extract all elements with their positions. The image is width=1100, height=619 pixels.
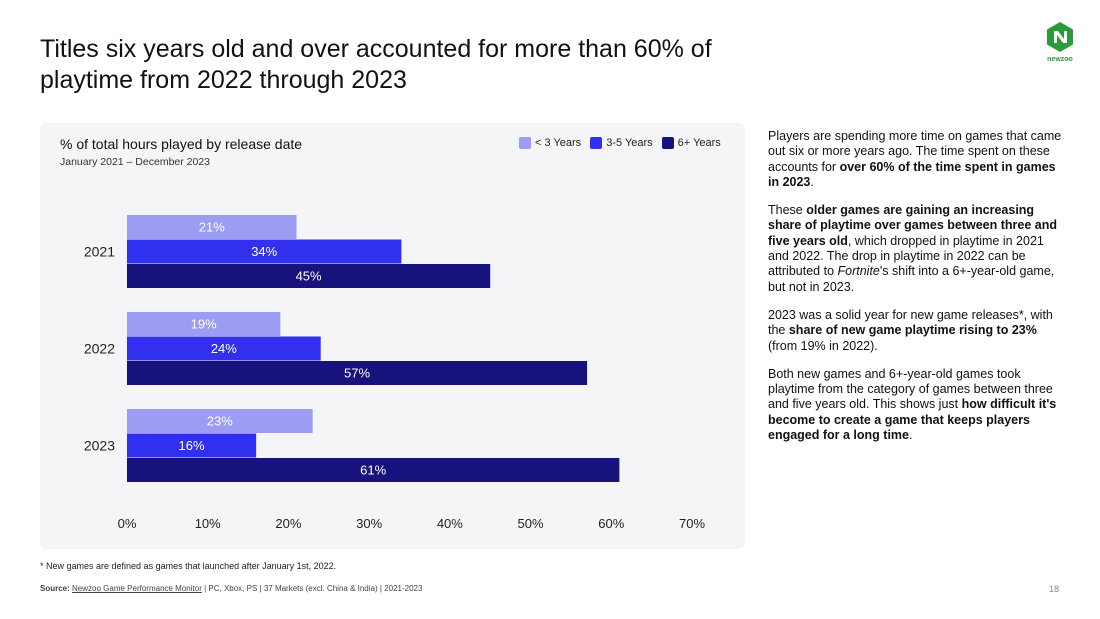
x-tick-label: 70% <box>679 516 705 531</box>
page-title: Titles six years old and over accounted … <box>40 35 712 94</box>
bar-2021-3-5 <box>127 239 402 264</box>
bar-label-2023-6plus: 61% <box>360 463 386 478</box>
category-label-2021: 2021 <box>84 244 115 260</box>
bar-label-2021-lt3: 21% <box>199 220 225 235</box>
category-label-2022: 2022 <box>84 341 115 357</box>
bar-chart: 21% 34% 45% 2021 19% 24% 57% 2022 23%16% 61% 2023 0… <box>84 215 705 531</box>
bar-label-2021-6plus: 45% <box>296 269 322 284</box>
legend-swatch-lt3 <box>519 137 531 149</box>
newzoo-logo: newzoo <box>1047 22 1073 63</box>
legend-item-3-5: 3-5 Years <box>590 137 653 149</box>
footnote: * New games are defined as games that la… <box>40 561 337 571</box>
commentary-paragraph-4: Both new games and 6+-year-old games too… <box>768 366 1057 443</box>
side-commentary: Players are spending more time on games … <box>768 129 1068 456</box>
bar-2022-3-5 <box>127 336 321 361</box>
commentary-paragraph-2: These older games are gaining an increas… <box>768 203 1057 294</box>
legend-label-3-5: 3-5 Years <box>606 137 653 149</box>
legend-item-6plus: 6+ Years <box>661 137 721 149</box>
source-label: Source: <box>40 584 70 593</box>
x-tick-label: 50% <box>518 516 544 531</box>
bar-2021-6plus <box>127 264 491 288</box>
commentary-paragraph-1: Players are spending more time on games … <box>768 129 1062 189</box>
bar-label-2022-3-5: 24% <box>211 341 237 356</box>
logo-text: newzoo <box>1047 56 1073 63</box>
legend-label-lt3: < 3 Years <box>535 137 582 149</box>
bar-2023-lt3 <box>127 409 313 433</box>
legend-swatch-3-5 <box>590 137 603 149</box>
legend-label-6plus: 6+ Years <box>677 137 721 149</box>
source-details: | PC, Xbox, PS | 37 Markets (excl. China… <box>201 584 423 593</box>
legend-swatch-6plus <box>661 137 674 149</box>
x-tick-label: 40% <box>437 516 463 531</box>
chart-panel: % of total hours played by release date … <box>40 123 745 549</box>
bar-label-2022-lt3: 19% <box>191 317 217 332</box>
legend-item-lt3: < 3 Years <box>519 137 581 149</box>
bar-2023-3-5 <box>127 433 257 458</box>
chart-legend: < 3 Years 3-5 Years 6+ Years <box>519 137 721 149</box>
source-link[interactable]: Newzoo Game Performance Monitor <box>72 584 202 593</box>
x-tick-label: 30% <box>356 516 382 531</box>
bar-label-2023-3-5: 16% <box>179 438 205 453</box>
commentary-paragraph-3: 2023 was a solid year for new game relea… <box>768 307 1053 353</box>
bar-label-2022-6plus: 57% <box>344 366 370 381</box>
x-tick-label: 10% <box>195 516 221 531</box>
x-tick-label: 0% <box>118 516 137 531</box>
chart-subtitle: January 2021 – December 2023 <box>60 156 211 168</box>
x-tick-label: 20% <box>275 516 301 531</box>
bar-label-2023-lt3: 23% <box>207 414 233 429</box>
category-label-2023: 2023 <box>84 438 115 454</box>
source-line: Source: Newzoo Game Performance Monitor … <box>40 584 422 593</box>
bar-label-2021-3-5: 34% <box>251 244 277 259</box>
bar-2022-6plus <box>127 361 588 385</box>
page-number: 18 <box>1049 584 1060 594</box>
chart-title: % of total hours played by release date <box>60 136 303 152</box>
bar-2022-lt3 <box>127 312 281 336</box>
x-tick-label: 60% <box>598 516 624 531</box>
bar-2021-lt3 <box>127 215 297 239</box>
bar-2023-6plus <box>127 458 620 482</box>
